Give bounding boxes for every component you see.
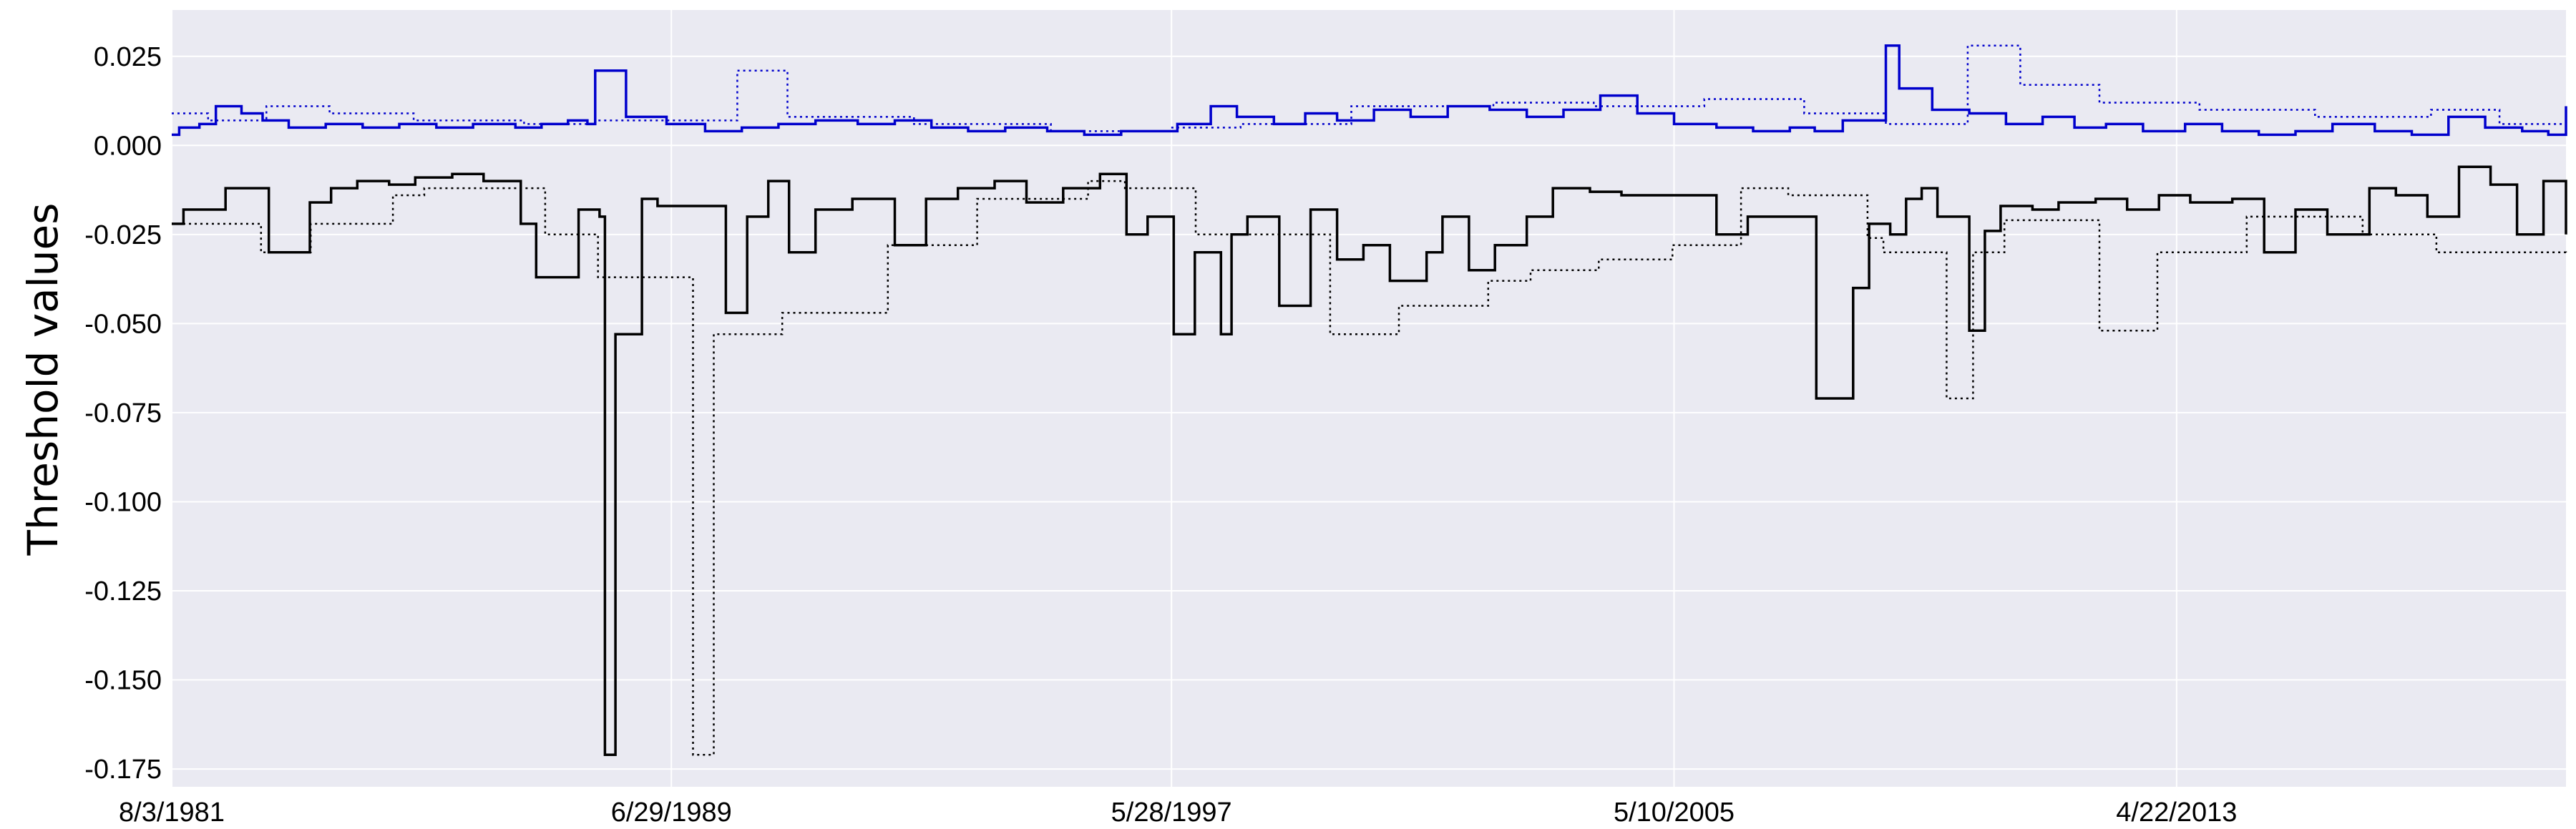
grid-lines <box>171 10 2566 787</box>
y-tick-labels: 0.025 0.000 -0.025 -0.050 -0.075 -0.100 -0.125… <box>84 42 162 785</box>
y-tick-label: -0.150 <box>84 666 162 696</box>
x-tick-label: 6/29/1989 <box>611 798 732 828</box>
lower-threshold-dotted-line <box>172 180 2567 756</box>
y-tick-label: -0.025 <box>84 220 162 250</box>
y-tick-label: -0.075 <box>84 398 162 428</box>
y-tick-label: -0.100 <box>84 487 162 517</box>
lower-threshold-solid-line <box>172 165 2567 756</box>
y-tick-label: 0.025 <box>94 42 162 72</box>
x-tick-label: 5/28/1997 <box>1111 798 1232 828</box>
x-tick-labels: 8/3/1981 6/29/1989 5/28/1997 5/10/2005 4/22/… <box>119 798 2237 828</box>
y-tick-label: -0.175 <box>84 755 162 785</box>
y-axis-label: Threshold values <box>19 203 67 556</box>
upper-threshold-solid-line <box>172 44 2567 137</box>
x-tick-label: 5/10/2005 <box>1614 798 1735 828</box>
y-tick-label: -0.050 <box>84 309 162 339</box>
plot-area <box>172 10 2566 787</box>
x-tick-label: 8/3/1981 <box>119 798 225 828</box>
series-layer <box>172 44 2567 756</box>
x-tick-label: 4/22/2013 <box>2116 798 2237 828</box>
upper-threshold-dotted-line <box>172 44 2567 132</box>
y-tick-label: -0.125 <box>84 577 162 607</box>
y-tick-label: 0.000 <box>94 131 162 161</box>
